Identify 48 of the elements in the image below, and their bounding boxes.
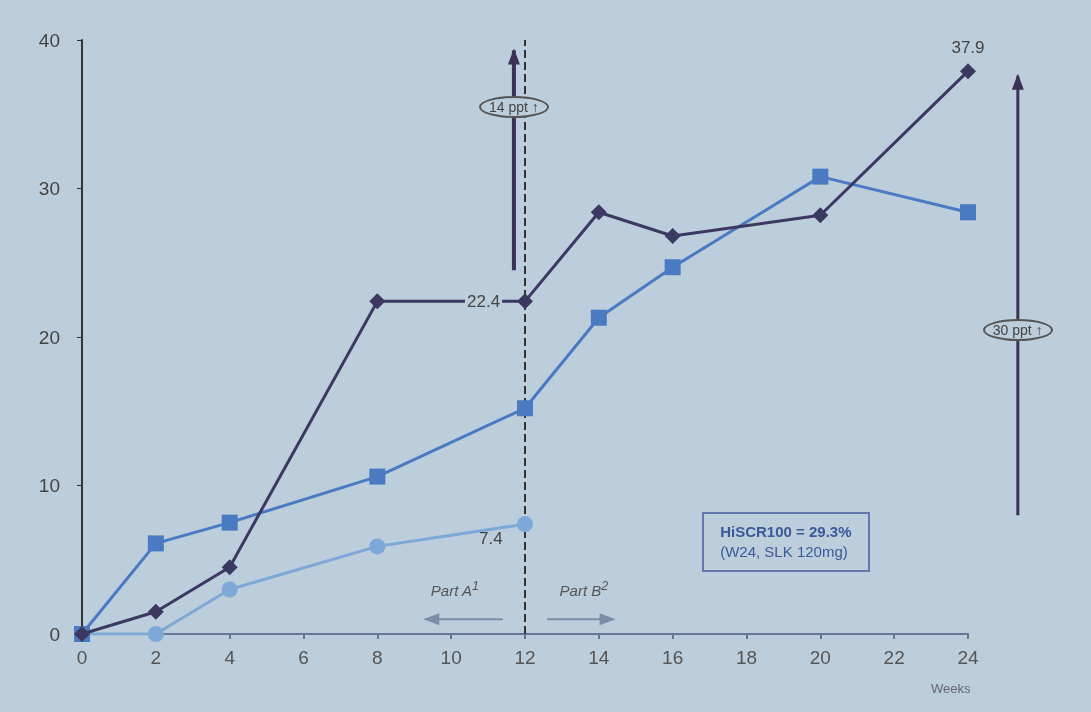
y-tick-label: 0 (49, 623, 60, 645)
point (221, 581, 238, 598)
point (517, 293, 533, 310)
x-tick-label: 12 (514, 647, 536, 668)
point (812, 168, 829, 185)
point (147, 535, 164, 552)
point (517, 400, 533, 417)
point (221, 514, 238, 531)
text: 30 ppt ↑ (982, 318, 1053, 341)
point (147, 603, 164, 620)
annotation: (W24, SLK 120mg) (720, 542, 849, 563)
y-tick-label: 40 (38, 29, 60, 51)
x-axis-title: Weeks (931, 681, 971, 696)
x-tick-label: 10 (440, 647, 462, 668)
x-tick-label: 22 (883, 647, 905, 668)
x-tick-label: 18 (735, 647, 758, 668)
x-tick-label: 20 (809, 647, 831, 668)
point (369, 293, 386, 310)
annotation: Part B$^{2}$ (559, 579, 609, 600)
data-label: 37.9 (951, 38, 985, 58)
y-tick-label: 10 (38, 475, 60, 496)
point (590, 309, 607, 326)
point (369, 538, 386, 555)
annotation: Part A$^{1}$ (430, 579, 479, 600)
point (221, 559, 238, 576)
data-label: 7.4 (479, 529, 503, 549)
annotation: HiSCR100 = 29.3% (720, 522, 852, 543)
x-tick-label: 4 (224, 647, 236, 668)
point (960, 63, 976, 80)
point (664, 228, 681, 245)
x-tick-label: 0 (76, 647, 88, 668)
point (590, 204, 607, 221)
point (369, 468, 386, 485)
point (960, 204, 976, 221)
x-tick-label: 14 (588, 647, 610, 668)
y-tick-label: 20 (38, 326, 60, 348)
x-tick-label: 2 (150, 647, 162, 668)
x-tick-label: 8 (372, 647, 383, 668)
annotation: 14 ppt ↑ (478, 95, 549, 118)
point (517, 516, 533, 533)
y-tick-label: 30 (38, 178, 60, 199)
point (812, 207, 829, 224)
data-label: 22.4 (467, 292, 501, 312)
x-tick-label: 24 (957, 647, 979, 668)
x-tick-label: 16 (662, 647, 684, 668)
point (147, 626, 164, 642)
x-tick-label: 6 (298, 647, 309, 668)
point (664, 259, 681, 276)
